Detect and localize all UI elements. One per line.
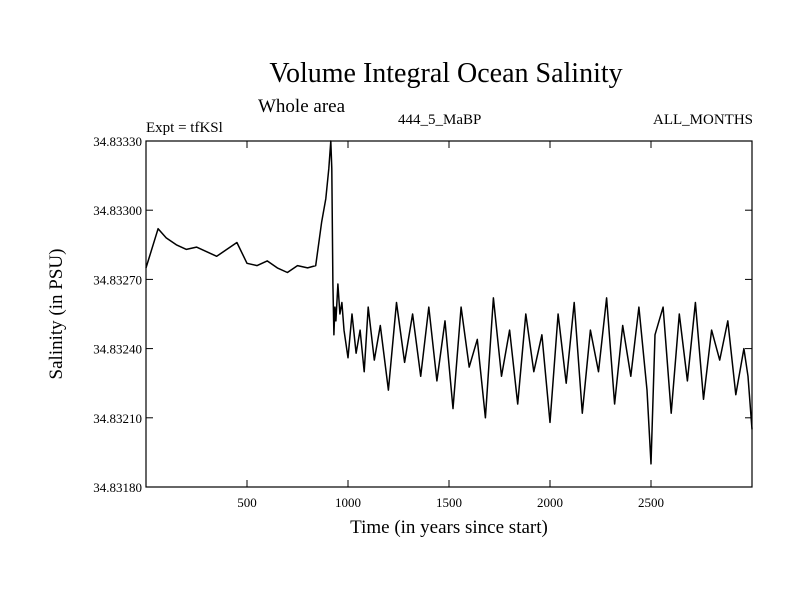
chart-subtitle: Whole area xyxy=(258,96,346,117)
chart-title: Volume Integral Ocean Salinity xyxy=(269,58,622,89)
y-tick-label: 34.83180 xyxy=(93,480,142,495)
x-tick-label: 1000 xyxy=(335,495,361,510)
x-tick-label: 1500 xyxy=(436,495,462,510)
x-tick-label: 500 xyxy=(237,495,257,510)
y-axis-label: Salinity (in PSU) xyxy=(46,249,67,380)
run-label: 444_5_MaBP xyxy=(398,112,481,128)
plot-frame xyxy=(145,140,753,488)
y-tick-label: 34.83240 xyxy=(93,342,142,357)
y-axis-ticks: 34.83180 34.83210 34.83240 34.83270 34.83300… xyxy=(93,134,752,495)
x-tick-label: 2500 xyxy=(638,495,664,510)
y-tick-label: 34.83300 xyxy=(93,203,142,218)
y-tick-label: 34.83210 xyxy=(93,411,142,426)
experiment-label: Expt = tfKSl xyxy=(146,120,223,136)
y-tick-label: 34.83330 xyxy=(93,134,142,149)
plot-series xyxy=(145,140,753,465)
season-label: ALL_MONTHS xyxy=(653,112,753,128)
x-tick-label: 2000 xyxy=(537,495,563,510)
series-line xyxy=(145,140,753,465)
x-axis-ticks: 500 1000 1500 2000 2500 xyxy=(237,141,664,510)
x-axis-label: Time (in years since start) xyxy=(350,517,548,538)
y-tick-label: 34.83270 xyxy=(93,272,142,287)
